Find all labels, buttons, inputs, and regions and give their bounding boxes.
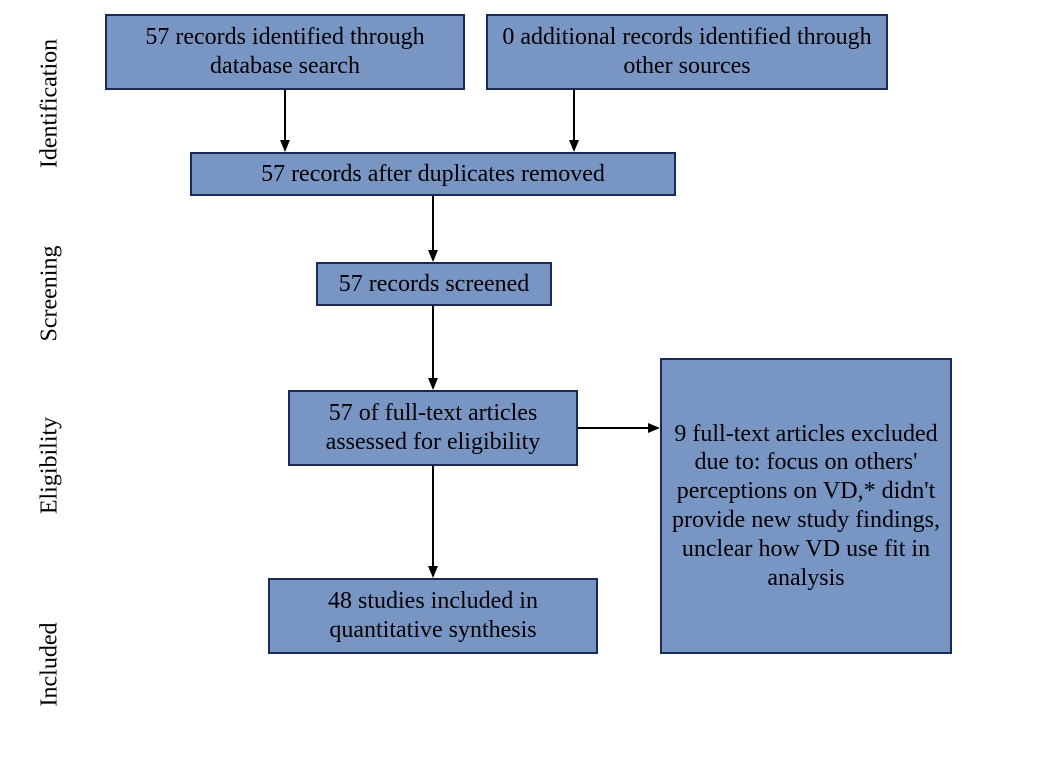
box-excluded: 9 full-text articles excluded due to: fo… xyxy=(660,358,952,654)
box-db-search: 57 records identified through database s… xyxy=(105,14,465,90)
stage-screening: Screening xyxy=(37,194,64,394)
box-included: 48 studies included in quantitative synt… xyxy=(268,578,598,654)
box-assessed: 57 of full-text articles assessed for el… xyxy=(288,390,578,466)
box-after-dups: 57 records after duplicates removed xyxy=(190,152,676,196)
stage-identification: Identification xyxy=(37,4,64,204)
box-other-sources: 0 additional records identified through … xyxy=(486,14,888,90)
stage-included: Included xyxy=(37,565,64,765)
box-screened: 57 records screened xyxy=(316,262,552,306)
stage-eligibility: Eligibility xyxy=(37,366,64,566)
flowchart-canvas: IdentificationScreeningEligibilityInclud… xyxy=(0,0,1050,756)
